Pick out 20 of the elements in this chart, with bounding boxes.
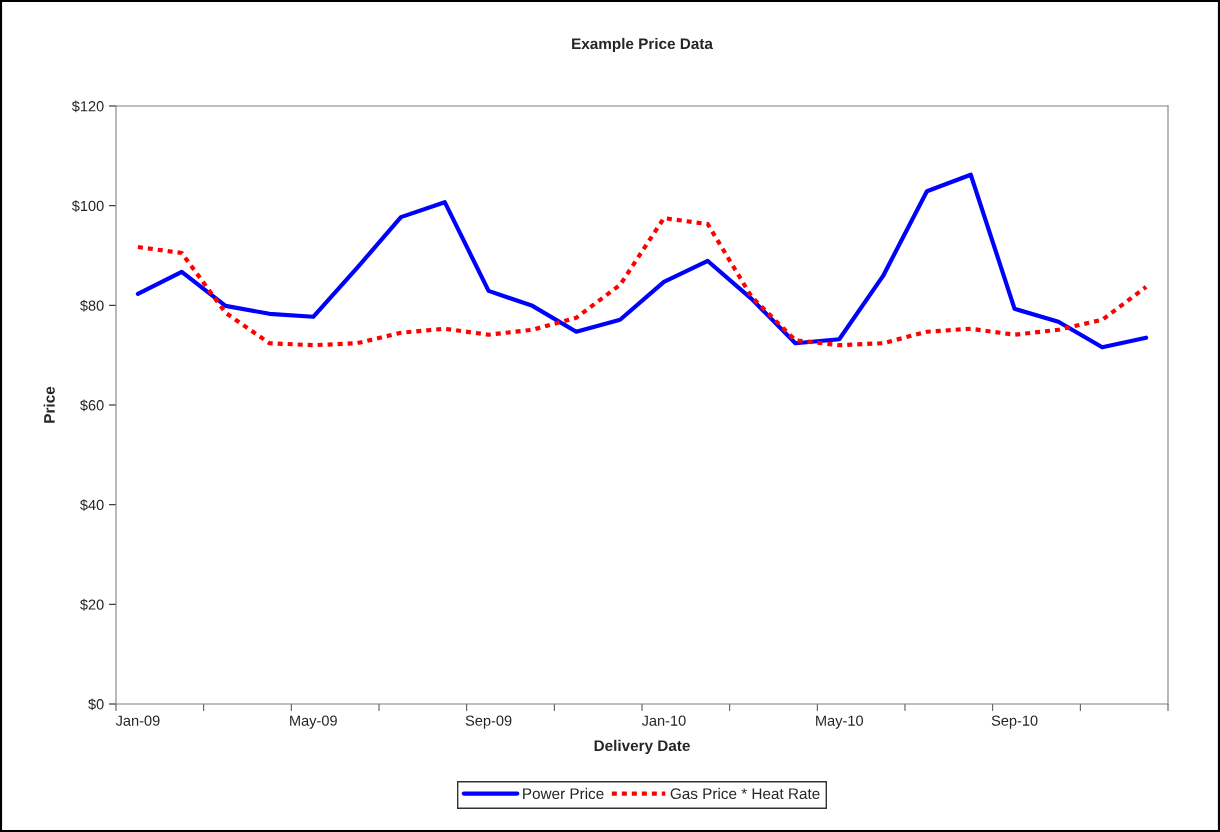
x-axis-title: Delivery Date xyxy=(594,739,690,755)
y-tick-label: $120 xyxy=(71,100,104,113)
y-tick-label: $100 xyxy=(71,200,104,212)
x-tick-label: Sep-10 xyxy=(991,715,1038,729)
y-tick-label: $40 xyxy=(80,499,104,511)
y-tick-label: $80 xyxy=(80,299,104,312)
x-tick-label: May-09 xyxy=(290,715,337,729)
y-tick-label: $20 xyxy=(80,598,104,611)
y-tick-label: $60 xyxy=(80,399,104,412)
y-tick-label: $0 xyxy=(88,698,104,711)
line-series xyxy=(135,216,1149,348)
x-tick-label: Sep-09 xyxy=(465,715,512,729)
line-series xyxy=(135,172,1149,350)
x-tick-label: Jan-09 xyxy=(115,715,160,726)
chart-title: Example Price Data xyxy=(572,37,714,53)
legend-label: Power Price xyxy=(523,787,604,800)
legend-label: Gas Price * Heat Rate xyxy=(670,787,820,800)
y-axis-title: Price xyxy=(43,386,55,423)
x-tick-label: Jan-10 xyxy=(641,715,686,726)
x-tick-label: May-10 xyxy=(816,715,863,729)
